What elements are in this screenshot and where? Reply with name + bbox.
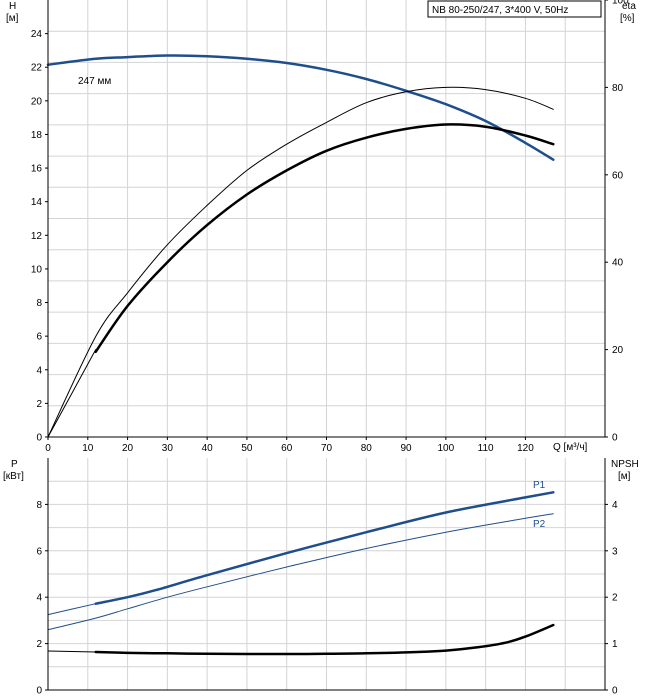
power-axis-tick-labels: 0 2 4 6 8 xyxy=(36,500,48,697)
head-left-tick-label: 8 xyxy=(36,298,42,309)
head-x-tick-label: 110 xyxy=(478,443,494,454)
power-axis-unit: [кВт] xyxy=(3,471,24,482)
head-x-tick-label: 60 xyxy=(281,443,293,454)
head-left-tick-label: 14 xyxy=(31,197,43,208)
power-series-line-1 xyxy=(47,603,97,616)
head-x-tick-label: 100 xyxy=(438,443,455,454)
chart-title-box xyxy=(427,0,602,18)
head-x-tick-label: 20 xyxy=(122,443,134,454)
head-x-tick-label: 70 xyxy=(321,443,333,454)
head-left-tick-label: 16 xyxy=(31,164,43,175)
head-left-tick-label: 22 xyxy=(31,63,43,74)
head-x-tick-label: 30 xyxy=(162,443,174,454)
head-panel-grid xyxy=(48,0,605,437)
eta-axis-tick-labels: 0 20 40 60 80 100 xyxy=(605,0,629,444)
power-npsh-panel: 0 2 4 6 8 0 1 2 3 4 P [кВт] NPSH [м] P1 P2 xyxy=(3,458,639,697)
power-right-tick-label: 4 xyxy=(612,500,618,511)
head-axis-unit: [м] xyxy=(6,13,19,24)
head-right-tick-label: 100 xyxy=(612,0,629,7)
p1-series-label: P1 xyxy=(533,480,546,491)
head-left-tick-label: 4 xyxy=(36,365,42,376)
head-right-tick-label: 0 xyxy=(612,433,618,444)
power-series-line-3 xyxy=(94,623,555,656)
head-x-tick-label: 0 xyxy=(45,443,51,454)
chart-title: NB 80-250/247, 3*400 V, 50Hz xyxy=(432,5,568,16)
head-right-tick-label: 60 xyxy=(612,170,624,181)
head-left-tick-label: 24 xyxy=(31,29,43,40)
power-right-tick-label: 1 xyxy=(612,639,618,650)
power-panel-series xyxy=(47,491,555,656)
eta-axis-label: eta xyxy=(622,1,636,12)
power-right-tick-label: 2 xyxy=(612,593,618,604)
power-left-tick-label: 4 xyxy=(36,593,42,604)
power-left-tick-label: 6 xyxy=(36,546,42,557)
head-right-tick-label: 80 xyxy=(612,83,624,94)
flow-axis-tick-labels: 0 10 20 30 40 50 60 70 80 90 100 110 120 xyxy=(45,437,534,454)
npsh-axis-unit: [м] xyxy=(618,471,631,482)
power-series-line-0 xyxy=(94,491,555,605)
npsh-axis-tick-labels: 0 1 2 3 4 xyxy=(605,500,618,697)
head-x-tick-label: 10 xyxy=(82,443,94,454)
power-left-tick-label: 0 xyxy=(36,686,42,697)
head-left-tick-label: 10 xyxy=(31,264,43,275)
eta-axis-unit: [%] xyxy=(620,13,635,24)
power-right-tick-label: 0 xyxy=(612,686,618,697)
power-axis-label: P xyxy=(11,459,18,470)
head-right-tick-label: 20 xyxy=(612,345,624,356)
impeller-diameter-label: 247 мм xyxy=(78,76,111,87)
head-left-tick-label: 6 xyxy=(36,332,42,343)
power-series-line-2 xyxy=(47,513,554,631)
head-x-tick-label: 120 xyxy=(517,443,534,454)
head-series-line-2 xyxy=(47,349,97,438)
head-x-tick-label: 50 xyxy=(241,443,253,454)
head-panel-series xyxy=(46,54,555,438)
power-series-line-4 xyxy=(47,650,97,653)
power-left-tick-label: 8 xyxy=(36,500,42,511)
power-left-tick-label: 2 xyxy=(36,639,42,650)
npsh-axis-label: NPSH xyxy=(611,459,639,470)
head-x-tick-label: 40 xyxy=(202,443,214,454)
power-right-tick-label: 3 xyxy=(612,546,618,557)
head-left-tick-label: 20 xyxy=(31,96,43,107)
head-x-tick-label: 80 xyxy=(361,443,373,454)
head-right-tick-label: 40 xyxy=(612,258,624,269)
head-left-tick-label: 18 xyxy=(31,130,43,141)
head-x-tick-label: 90 xyxy=(401,443,413,454)
head-axis-label: H xyxy=(9,1,16,12)
head-series-line-1 xyxy=(47,86,554,438)
head-left-tick-label: 2 xyxy=(36,399,42,410)
flow-axis-label: Q [м³/ч] xyxy=(553,442,588,453)
p2-series-label: P2 xyxy=(533,519,546,530)
head-series-line-0 xyxy=(46,54,555,161)
head-series-line-3 xyxy=(94,123,555,354)
head-left-tick-label: 12 xyxy=(31,231,43,242)
head-left-tick-label: 0 xyxy=(36,433,42,444)
